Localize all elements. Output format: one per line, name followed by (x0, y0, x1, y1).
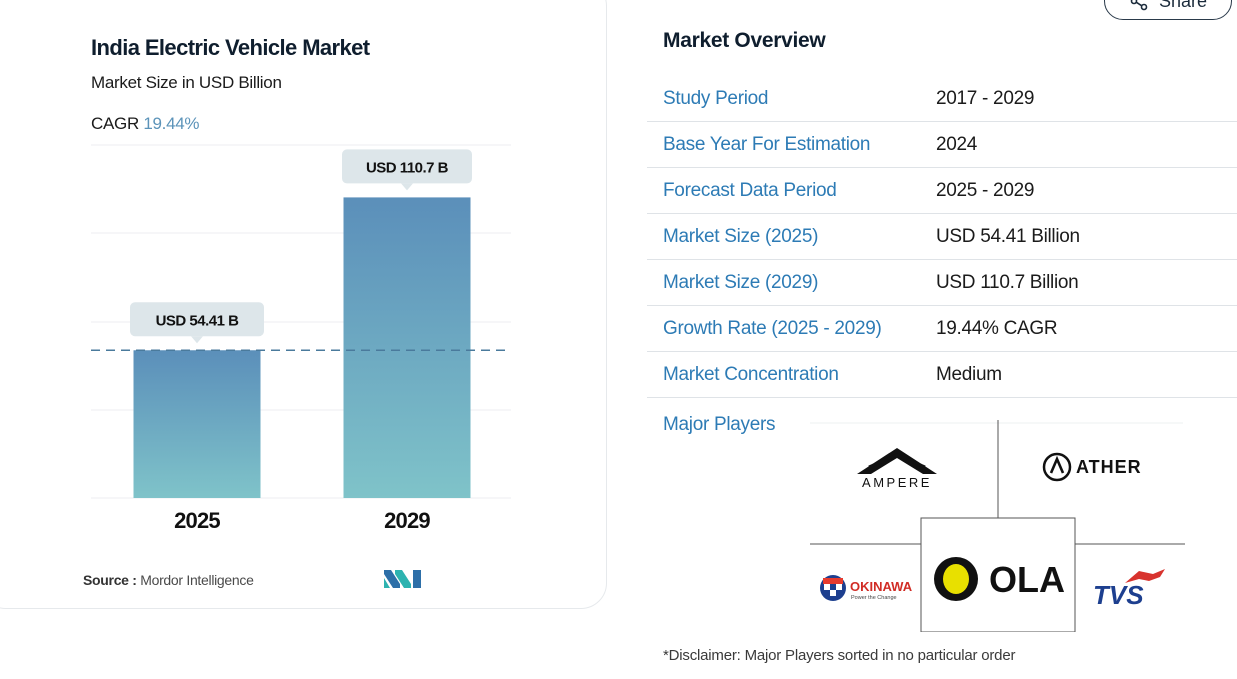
cagr-value: 19.44% (143, 114, 200, 133)
overview-row-market-size-2029: Market Size (2029) USD 110.7 Billion (647, 260, 1237, 306)
overview-value: USD 110.7 Billion (936, 271, 1079, 293)
chart-subtitle: Market Size in USD Billion (91, 73, 282, 92)
share-button[interactable]: Share (1104, 0, 1232, 20)
overview-value: 19.44% CAGR (936, 317, 1058, 339)
ather-logo: ATHER (1042, 452, 1142, 482)
cagr-label: CAGR (91, 114, 139, 133)
overview-table: Study Period 2017 - 2029 Base Year For E… (647, 76, 1237, 398)
overview-row-base-year: Base Year For Estimation 2024 (647, 122, 1237, 168)
overview-label: Study Period (663, 87, 769, 109)
data-label: USD 110.7 B (366, 159, 449, 176)
okinawa-wordmark: OKINAWA (850, 579, 913, 594)
overview-label: Growth Rate (2025 - 2029) (663, 317, 882, 339)
overview-value: 2025 - 2029 (936, 179, 1035, 201)
overview-title: Market Overview (663, 29, 826, 52)
major-players-logos: AMPERE ATHER OKINAWA Power the Change OL… (810, 420, 1185, 632)
ola-logo: OLA (934, 557, 1065, 601)
overview-value: 2017 - 2029 (936, 87, 1035, 109)
x-tick-label: 2025 (174, 508, 220, 533)
source-credit: Source : Mordor Intelligence (83, 572, 254, 588)
ampere-logo: AMPERE (857, 448, 937, 490)
ather-wordmark: ATHER (1076, 457, 1142, 477)
chart-card (0, 0, 607, 609)
share-icon (1130, 0, 1148, 11)
disclaimer: *Disclaimer: Major Players sorted in no … (663, 647, 1016, 664)
overview-label: Market Size (2025) (663, 225, 819, 247)
overview-value: 2024 (936, 133, 978, 155)
overview-row-forecast-period: Forecast Data Period 2025 - 2029 (647, 168, 1237, 214)
bar-chart: USD 54.41 B 2025 USD 110.7 B 2029 (91, 144, 511, 533)
x-tick-label: 2029 (384, 508, 430, 533)
source-name: Mordor Intelligence (140, 572, 254, 588)
bar-2029 (343, 197, 471, 498)
overview-row-growth-rate: Growth Rate (2025 - 2029) 19.44% CAGR (647, 306, 1237, 352)
overview-label: Market Size (2029) (663, 271, 819, 293)
share-label: Share (1158, 0, 1208, 11)
overview-label: Base Year For Estimation (663, 133, 871, 155)
data-label-box (342, 149, 472, 184)
overview-value: Medium (936, 363, 1002, 385)
ola-wordmark: OLA (989, 559, 1065, 600)
overview-row-market-size-2025: Market Size (2025) USD 54.41 Billion (647, 214, 1237, 260)
mordor-logo-icon (384, 570, 421, 588)
data-label: USD 54.41 B (156, 312, 240, 329)
major-players-label: Major Players (663, 414, 776, 435)
overview-label: Market Concentration (663, 363, 839, 385)
overview-row-concentration: Market Concentration Medium (647, 352, 1237, 398)
tvs-wordmark: TVS (1093, 580, 1144, 610)
overview-value: USD 54.41 Billion (936, 225, 1080, 247)
chart-title: India Electric Vehicle Market (91, 35, 370, 60)
okinawa-logo: OKINAWA Power the Change (820, 575, 913, 601)
data-label-box (130, 302, 264, 337)
overview-label: Forecast Data Period (663, 179, 837, 201)
okinawa-tagline: Power the Change (851, 595, 897, 601)
data-label-pointer (191, 336, 203, 344)
tvs-logo: TVS (1093, 569, 1165, 610)
ampere-wordmark: AMPERE (862, 475, 932, 490)
bar-2025 (133, 350, 261, 498)
overview-row-study-period: Study Period 2017 - 2029 (647, 76, 1237, 122)
cagr-line: CAGR 19.44% (91, 114, 200, 134)
source-label: Source : (83, 572, 137, 588)
data-label-pointer (401, 183, 413, 191)
